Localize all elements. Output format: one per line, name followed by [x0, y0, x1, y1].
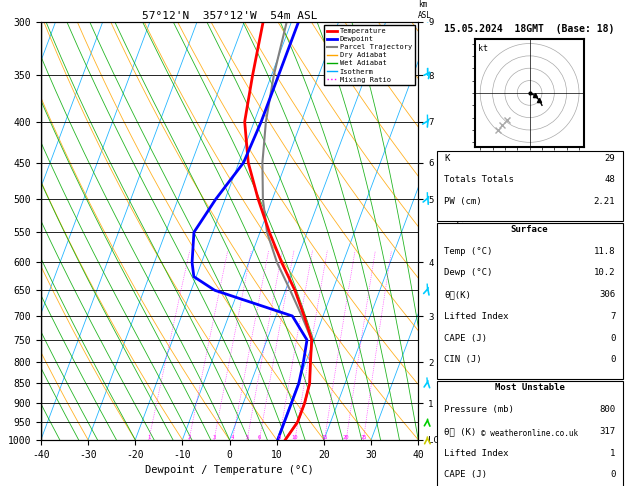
Text: Lifted Index: Lifted Index: [444, 449, 508, 458]
Text: 1: 1: [610, 449, 615, 458]
Text: 2: 2: [187, 435, 191, 440]
Text: PW (cm): PW (cm): [444, 197, 482, 206]
Text: 800: 800: [599, 405, 615, 414]
Text: Totals Totals: Totals Totals: [444, 175, 514, 184]
Title: 57°12'N  357°12'W  54m ASL: 57°12'N 357°12'W 54m ASL: [142, 11, 318, 21]
Text: 15: 15: [321, 435, 328, 440]
Text: 20: 20: [343, 435, 350, 440]
Text: CAPE (J): CAPE (J): [444, 470, 487, 479]
Text: 5: 5: [245, 435, 248, 440]
Text: θᴇ(K): θᴇ(K): [444, 290, 471, 299]
Text: CAPE (J): CAPE (J): [444, 334, 487, 343]
Text: 48: 48: [604, 175, 615, 184]
Legend: Temperature, Dewpoint, Parcel Trajectory, Dry Adiabat, Wet Adiabat, Isotherm, Mi: Temperature, Dewpoint, Parcel Trajectory…: [324, 25, 415, 86]
Text: 3: 3: [213, 435, 216, 440]
Text: 11.8: 11.8: [594, 247, 615, 256]
Text: kt: kt: [478, 44, 487, 52]
Text: 306: 306: [599, 290, 615, 299]
Text: 0: 0: [610, 334, 615, 343]
Text: 10.2: 10.2: [594, 268, 615, 278]
Text: CIN (J): CIN (J): [444, 355, 482, 364]
Text: Pressure (mb): Pressure (mb): [444, 405, 514, 414]
Text: 25: 25: [360, 435, 367, 440]
Text: 8: 8: [277, 435, 281, 440]
Bar: [437, 152, 623, 221]
Y-axis label: hPa: hPa: [0, 221, 2, 241]
Text: Surface: Surface: [511, 225, 548, 234]
Text: θᴇ (K): θᴇ (K): [444, 427, 476, 436]
Y-axis label: Mixing Ratio (g/kg): Mixing Ratio (g/kg): [454, 175, 464, 287]
Bar: [437, 223, 623, 379]
Text: 1: 1: [147, 435, 150, 440]
Text: 4: 4: [231, 435, 234, 440]
Text: Lifted Index: Lifted Index: [444, 312, 508, 321]
Text: 15.05.2024  18GMT  (Base: 18): 15.05.2024 18GMT (Base: 18): [445, 24, 615, 34]
Bar: [437, 382, 623, 486]
Text: K: K: [444, 154, 449, 162]
Text: 10: 10: [292, 435, 298, 440]
Text: 29: 29: [604, 154, 615, 162]
Text: Dewp (°C): Dewp (°C): [444, 268, 493, 278]
Text: © weatheronline.co.uk: © weatheronline.co.uk: [481, 429, 578, 438]
Text: km
ASL: km ASL: [418, 0, 432, 20]
Text: 2.21: 2.21: [594, 197, 615, 206]
Text: 0: 0: [610, 355, 615, 364]
X-axis label: Dewpoint / Temperature (°C): Dewpoint / Temperature (°C): [145, 465, 314, 475]
Text: Most Unstable: Most Unstable: [494, 383, 565, 392]
Text: 0: 0: [610, 470, 615, 479]
Text: 7: 7: [610, 312, 615, 321]
Text: 6: 6: [258, 435, 261, 440]
Text: Temp (°C): Temp (°C): [444, 247, 493, 256]
Text: 317: 317: [599, 427, 615, 436]
